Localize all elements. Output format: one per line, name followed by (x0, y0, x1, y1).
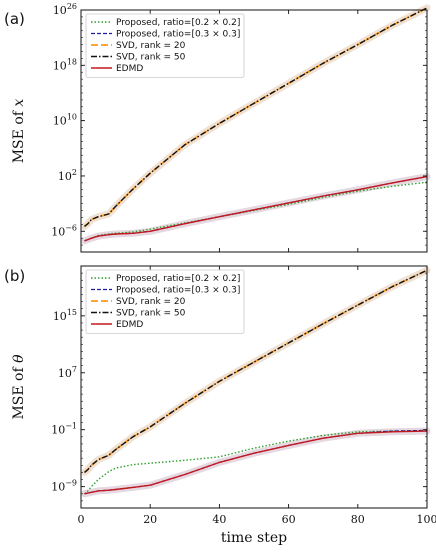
x-tick-label-3: 60 (282, 513, 296, 526)
panel-1: 10−9 10−1 107 1015 0 20 40 60 80 100 time step MSE … (4, 265, 436, 546)
y-axis-label: MSE of θ (11, 354, 27, 420)
y-tick-label-1: 10−1 (51, 422, 77, 437)
series-line-4 (84, 175, 428, 242)
legend-entry-1: Proposed, ratio=[0.3 × 0.3] (116, 30, 240, 40)
series-line-3 (84, 269, 428, 473)
y-tick-label-4: 1026 (53, 2, 77, 17)
legend-entry-3: SVD, rank = 50 (116, 309, 186, 319)
legend-entry-1: Proposed, ratio=[0.3 × 0.3] (116, 286, 240, 296)
series-lines (83, 269, 428, 495)
y-tick-label-3: 1015 (53, 308, 77, 323)
y-ticks: 10−9 10−1 107 1015 (51, 265, 427, 509)
y-tick-label-0: 10−9 (51, 479, 77, 494)
x-axis-label: time step (221, 530, 287, 546)
band-1 (81, 427, 431, 498)
legend-entry-0: Proposed, ratio=[0.2 × 0.2] (116, 18, 240, 28)
panel-label: (b) (4, 267, 25, 285)
y-tick-label-2: 107 (58, 365, 77, 380)
legend-entry-3: SVD, rank = 50 (116, 53, 186, 63)
y-tick-label-0: 10−6 (51, 223, 77, 238)
y-ticks: 10−6 102 1010 1018 1026 (51, 2, 427, 253)
y-tick-label-1: 102 (58, 168, 77, 183)
legend: Proposed, ratio=[0.2 × 0.2] Proposed, rat… (85, 269, 245, 334)
series-line-3 (84, 7, 428, 227)
x-ticks: 0 20 40 60 80 100 (78, 266, 436, 526)
x-tick-label-1: 20 (143, 513, 157, 526)
legend-entry-4: EDMD (116, 320, 143, 330)
y-tick-label-3: 1018 (53, 57, 77, 72)
x-tick-label-2: 40 (212, 513, 226, 526)
series-lines (83, 7, 428, 242)
axes-frame (80, 9, 428, 253)
series-line-4 (84, 430, 428, 495)
legend: Proposed, ratio=[0.2 × 0.2] Proposed, rat… (85, 13, 245, 78)
x-tick-label-0: 0 (78, 513, 85, 526)
y-tick-label-2: 1010 (53, 113, 77, 128)
x-tick-label-5: 100 (417, 513, 436, 526)
legend-entry-2: SVD, rank = 20 (116, 41, 186, 51)
legend-entry-0: Proposed, ratio=[0.2 × 0.2] (116, 274, 240, 284)
x-tick-label-4: 80 (351, 513, 365, 526)
x-ticks (80, 10, 428, 252)
y-axis-label: MSE of x (11, 99, 27, 164)
legend-entry-4: EDMD (116, 64, 143, 74)
panel-label: (a) (4, 10, 25, 28)
legend-entry-2: SVD, rank = 20 (116, 297, 186, 307)
panel-0: 10−6 102 1010 1018 1026 MSE of x (a) Proposed, … (4, 2, 431, 253)
series-line-0 (84, 430, 427, 495)
